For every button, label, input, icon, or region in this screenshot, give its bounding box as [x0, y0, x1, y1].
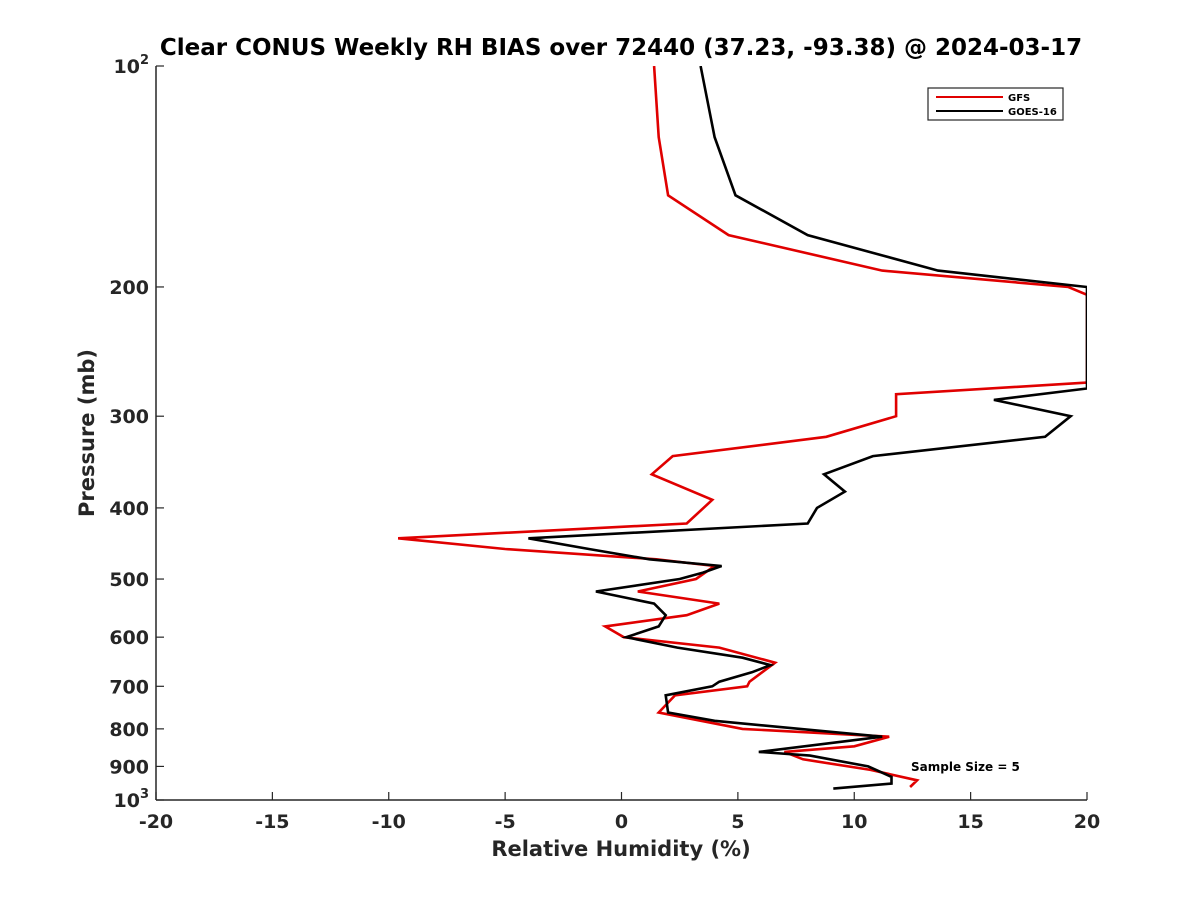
x-tick-label: -10	[372, 811, 406, 833]
series-line-goes16	[528, 66, 1087, 790]
y-axis-label: Pressure (mb)	[75, 349, 99, 517]
x-tick-label: 10	[841, 811, 867, 833]
y-tick-label: 700	[109, 676, 149, 698]
legend-label-gfs: GFS	[1008, 93, 1030, 104]
legend-box	[927, 87, 1064, 121]
plot-area	[397, 66, 1087, 790]
y-tick-label: 102	[114, 53, 150, 78]
axes	[155, 66, 1087, 801]
x-ticks: -20 -15 -10 -5 0 5 10 15 20	[139, 792, 1100, 833]
legend-label-goes16: GOES-16	[1008, 107, 1057, 118]
x-axis-label: Relative Humidity (%)	[491, 837, 750, 861]
y-tick-label: 500	[109, 569, 149, 591]
sample-size-annotation: Sample Size = 5	[911, 760, 1020, 774]
x-tick-label: -15	[255, 811, 289, 833]
x-tick-label: 20	[1074, 811, 1100, 833]
legend: GFS GOES-16	[927, 87, 1064, 121]
y-tick-label: 300	[109, 406, 149, 428]
y-ticks: 102 200 300 400 500 600 700 800 900 103	[109, 53, 164, 812]
x-tick-label: -20	[139, 811, 173, 833]
series-line-gfs	[397, 66, 1087, 788]
x-tick-label: 15	[957, 811, 983, 833]
x-tick-label: -5	[495, 811, 516, 833]
y-tick-label: 200	[109, 277, 149, 299]
y-tick-label: 900	[109, 756, 149, 778]
x-tick-label: 0	[615, 811, 628, 833]
x-tick-label: 5	[731, 811, 744, 833]
y-tick-label: 103	[114, 787, 150, 812]
y-tick-label: 600	[109, 627, 149, 649]
chart-title: Clear CONUS Weekly RH BIAS over 72440 (3…	[160, 35, 1082, 61]
y-tick-label: 800	[109, 719, 149, 741]
y-tick-label: 400	[109, 498, 149, 520]
